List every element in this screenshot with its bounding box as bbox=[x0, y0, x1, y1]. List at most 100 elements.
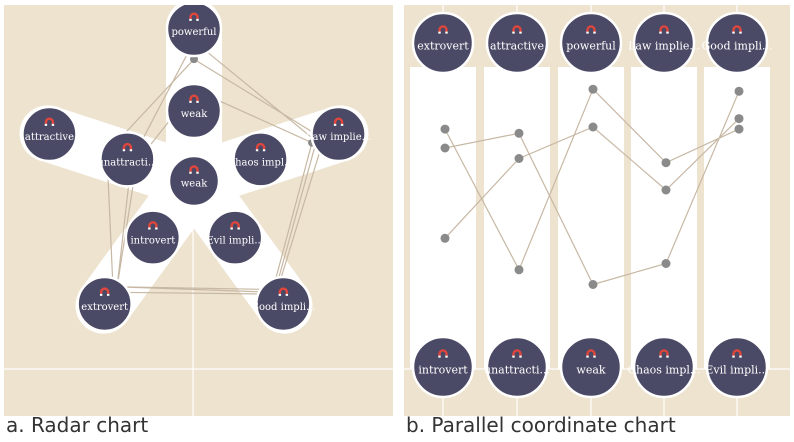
axis-node-powerful[interactable]: powerful bbox=[165, 5, 223, 58]
data-point[interactable] bbox=[734, 114, 744, 124]
data-point[interactable] bbox=[734, 124, 744, 134]
axis-node-law-implie[interactable]: Law implie... bbox=[628, 11, 700, 75]
magnet-icon bbox=[148, 221, 158, 230]
data-point[interactable] bbox=[588, 280, 598, 289]
axis-node-law-implie[interactable]: Law implie... bbox=[306, 105, 371, 163]
data-point[interactable] bbox=[661, 259, 671, 268]
axis-node-attractive[interactable]: attractive bbox=[21, 105, 78, 163]
axis-node-label: unattracti... bbox=[484, 364, 550, 377]
magnet-icon bbox=[586, 25, 596, 34]
data-point[interactable] bbox=[440, 143, 450, 153]
magnet-icon bbox=[99, 287, 110, 296]
axis-node-label: Good impli... bbox=[701, 40, 772, 53]
axis-node-label: unattracti... bbox=[97, 157, 157, 168]
axis-node-circle bbox=[21, 105, 78, 163]
axis-node-weak[interactable]: weak bbox=[559, 335, 623, 399]
magnet-icon bbox=[512, 25, 522, 34]
radar-chart: weak Chaos impl... Evil impli... introvert u… bbox=[4, 5, 393, 416]
axis-node-introvert[interactable]: introvert bbox=[124, 209, 182, 266]
axis-node-label: weak bbox=[181, 109, 208, 120]
axis-node-circle bbox=[485, 11, 549, 75]
axis-node-label: attractive bbox=[490, 40, 544, 53]
data-point[interactable] bbox=[514, 128, 524, 138]
axis-node-circle bbox=[705, 335, 769, 399]
parallel-coordinate-chart: extrovert introvert attractive unattracti..… bbox=[404, 5, 790, 416]
axis-node-label: weak bbox=[181, 179, 208, 190]
magnet-icon bbox=[333, 117, 344, 126]
axis-node-label: introvert bbox=[130, 236, 175, 247]
axis-node-weak[interactable]: weak bbox=[167, 154, 221, 208]
data-point[interactable] bbox=[440, 124, 450, 134]
axis-node-label: extrovert bbox=[81, 302, 128, 313]
data-point[interactable] bbox=[661, 158, 671, 168]
axis-node-evil-impli[interactable]: Evil impli... bbox=[705, 335, 769, 399]
axis-node-circle bbox=[411, 11, 475, 75]
axis-node-label: powerful bbox=[171, 27, 216, 38]
axis-node-extrovert[interactable]: extrovert bbox=[411, 11, 475, 75]
axis-node-circle bbox=[76, 275, 133, 333]
magnet-icon bbox=[732, 349, 742, 358]
data-point[interactable] bbox=[514, 265, 524, 275]
magnet-icon bbox=[732, 25, 742, 34]
magnet-icon bbox=[189, 94, 199, 103]
axis-node-circle bbox=[124, 209, 182, 266]
axis-node-label: Law implie... bbox=[628, 40, 700, 53]
axis-node-circle bbox=[632, 11, 696, 75]
axis-node-circle bbox=[232, 131, 289, 188]
axis-node-label: powerful bbox=[566, 40, 616, 53]
axis-node-label: Chaos impl... bbox=[628, 364, 701, 377]
data-point[interactable] bbox=[588, 84, 598, 94]
axis-node-good-impli[interactable]: Good impli... bbox=[251, 275, 316, 333]
magnet-icon bbox=[512, 349, 522, 358]
magnet-icon bbox=[659, 25, 669, 34]
magnet-icon bbox=[659, 349, 669, 358]
axis-node-circle bbox=[310, 105, 367, 163]
magnet-icon bbox=[438, 25, 448, 34]
axis-node-circle bbox=[485, 335, 549, 399]
parallel-coordinate-chart-panel: extrovert introvert attractive unattracti..… bbox=[404, 5, 790, 416]
magnet-icon bbox=[438, 349, 448, 358]
axis-node-circle bbox=[411, 335, 475, 399]
axis-node-circle bbox=[632, 335, 696, 399]
magnet-icon bbox=[189, 12, 199, 21]
axis-node-introvert[interactable]: introvert bbox=[411, 335, 475, 399]
axis-node-circle bbox=[559, 11, 623, 75]
data-point[interactable] bbox=[661, 185, 671, 195]
axis-node-label: Good impli... bbox=[251, 302, 316, 313]
data-point[interactable] bbox=[588, 122, 598, 132]
axis-node-circle bbox=[167, 154, 221, 208]
axis-node-label: attractive bbox=[25, 132, 74, 143]
axis-node-label: Evil impli... bbox=[705, 364, 768, 377]
axis-node-evil-impli[interactable]: Evil impli... bbox=[206, 209, 264, 266]
data-point[interactable] bbox=[734, 86, 744, 96]
axis-node-circle bbox=[255, 275, 312, 333]
axis-node-chaos-impl[interactable]: Chaos impl... bbox=[628, 335, 701, 399]
data-point[interactable] bbox=[440, 233, 450, 243]
axis-node-weak[interactable]: weak bbox=[165, 82, 223, 140]
magnet-icon bbox=[586, 349, 596, 358]
axis-node-unattracti[interactable]: unattracti... bbox=[484, 335, 550, 399]
magnet-icon bbox=[189, 165, 199, 174]
data-point[interactable] bbox=[514, 154, 524, 163]
axis-node-powerful[interactable]: powerful bbox=[559, 11, 623, 75]
axis-node-circle bbox=[165, 82, 223, 140]
axis-node-circle bbox=[99, 131, 156, 188]
axis-node-circle bbox=[559, 335, 623, 399]
axis-node-good-impli[interactable]: Good impli... bbox=[701, 11, 773, 75]
axis-node-chaos-impl[interactable]: Chaos impl... bbox=[227, 131, 294, 188]
magnet-icon bbox=[278, 287, 289, 296]
magnet-icon bbox=[230, 221, 240, 230]
axis-node-label: weak bbox=[576, 364, 605, 377]
radar-chart-panel: weak Chaos impl... Evil impli... introvert u… bbox=[4, 5, 393, 416]
radar-chart-caption: a. Radar chart bbox=[6, 413, 149, 437]
axis-node-extrovert[interactable]: extrovert bbox=[76, 275, 133, 333]
axis-node-attractive[interactable]: attractive bbox=[485, 11, 549, 75]
axis-node-unattracti[interactable]: unattracti... bbox=[97, 131, 157, 188]
axis-node-circle bbox=[705, 11, 769, 75]
parallel-chart-caption: b. Parallel coordinate chart bbox=[406, 413, 676, 437]
axis-node-label: extrovert bbox=[417, 40, 469, 53]
magnet-icon bbox=[255, 142, 266, 152]
axis-node-label: Chaos impl... bbox=[227, 157, 293, 168]
axis-node-label: introvert bbox=[418, 364, 468, 377]
axis-node-label: Evil impli... bbox=[206, 236, 264, 247]
